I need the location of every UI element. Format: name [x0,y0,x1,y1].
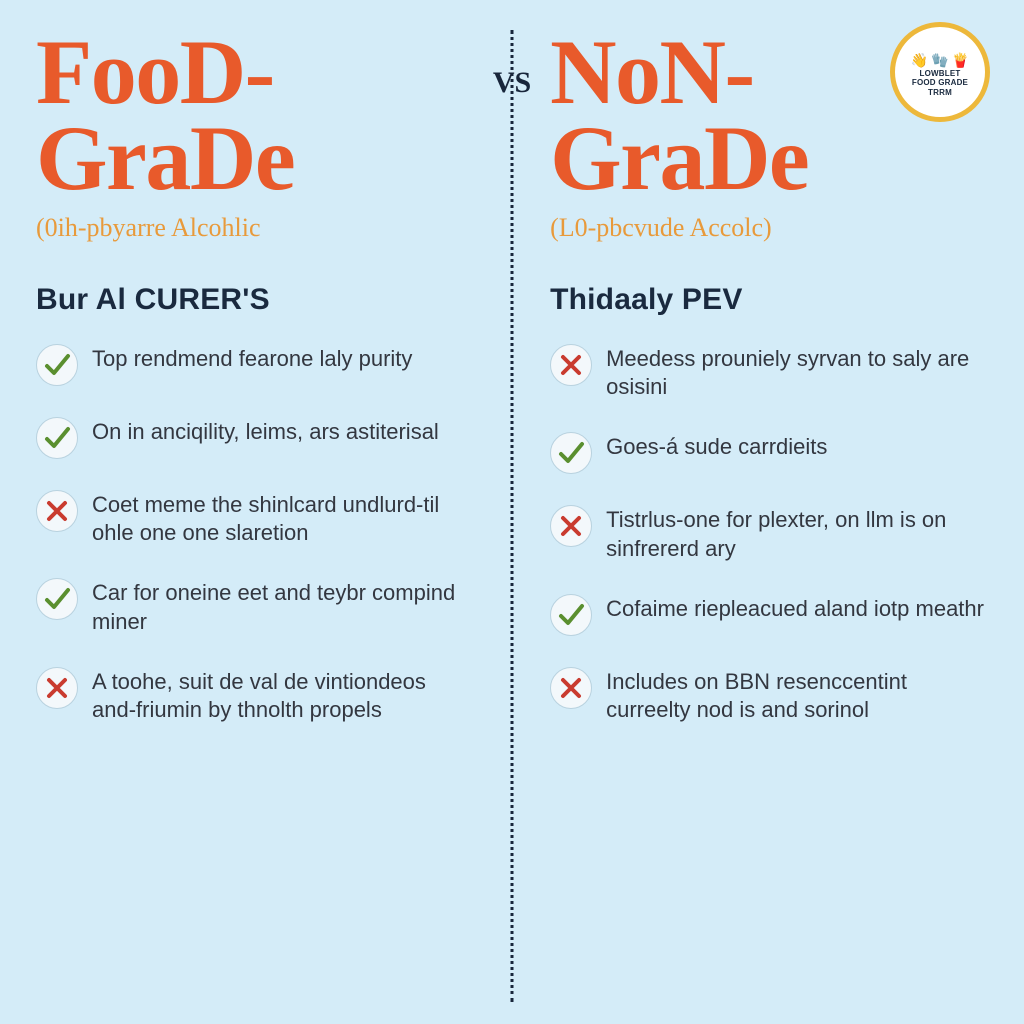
left-section-heading: Bur Al CURER'S [36,283,474,317]
left-column: Bur Al CURER'S Top rendmend fearone laly… [36,283,474,724]
badge-text-line1: LOWBLET [920,69,961,78]
cross-icon [550,505,592,547]
right-subtitle: (L0-pbcvude Accolc) [550,213,772,243]
left-item-text-2: Coet meme the shinlcard undlurd-til ohle… [92,489,474,547]
left-item-text-3: Car for oneine eet and teybr compind min… [92,577,474,635]
left-title-line2: GraDe [36,116,474,202]
right-item-text-0: Meedess prouniely syrvan to saly are osi… [606,343,988,401]
right-title-line2: GraDe [550,116,808,202]
check-icon [36,417,78,459]
badge-icon-3: 🍟 [952,53,969,67]
badge-icons-row: 👋 🧤 🍟 [911,53,969,67]
right-item-3: Cofaime riepleacued aland iotp meathr [550,593,988,636]
right-item-text-1: Goes-á sude carrdieits [606,431,827,461]
left-item-text-4: A toohe, suit de val de vintiondeos and-… [92,666,474,724]
vs-label: VS [493,66,531,100]
right-item-text-4: Includes on BBN resenccentint curreelty … [606,666,988,724]
check-icon [36,578,78,620]
check-icon [550,594,592,636]
check-icon [36,344,78,386]
left-item-4: A toohe, suit de val de vintiondeos and-… [36,666,474,724]
left-item-0: Top rendmend fearone laly purity [36,343,474,386]
cross-icon [550,344,592,386]
comparison-infographic: 👋 🧤 🍟 LOWBLET FOOD GRADE TRRM FooD- GraD… [0,0,1024,1024]
right-item-1: Goes-á sude carrdieits [550,431,988,474]
left-item-text-1: On in anciqility, leims, ars astiterisal [92,416,439,446]
cross-icon [36,490,78,532]
badge-text-line3: TRRM [928,88,952,97]
left-item-2: Coet meme the shinlcard undlurd-til ohle… [36,489,474,547]
right-item-0: Meedess prouniely syrvan to saly are osi… [550,343,988,401]
header-row: FooD- GraDe (0ih-pbyarre Alcohlic VS NoN… [36,30,988,243]
food-grade-badge: 👋 🧤 🍟 LOWBLET FOOD GRADE TRRM [890,22,990,122]
left-header: FooD- GraDe (0ih-pbyarre Alcohlic [36,30,474,243]
left-item-text-0: Top rendmend fearone laly purity [92,343,412,373]
left-item-1: On in anciqility, leims, ars astiterisal [36,416,474,459]
badge-text-line2: FOOD GRADE [912,78,968,87]
right-item-4: Includes on BBN resenccentint curreelty … [550,666,988,724]
left-subtitle: (0ih-pbyarre Alcohlic [36,213,474,243]
right-column: Thidaaly PEV Meedess prouniely syrvan to… [550,283,988,724]
cross-icon [550,667,592,709]
badge-icon-2: 🧤 [931,53,948,67]
badge-icon-1: 👋 [911,53,928,67]
right-item-text-3: Cofaime riepleacued aland iotp meathr [606,593,984,623]
right-section-heading: Thidaaly PEV [550,283,988,317]
right-items: Meedess prouniely syrvan to saly are osi… [550,343,988,724]
right-item-text-2: Tistrlus-one for plexter, on llm is on s… [606,504,988,562]
right-item-2: Tistrlus-one for plexter, on llm is on s… [550,504,988,562]
right-title-line1: NoN- [550,30,754,116]
left-item-3: Car for oneine eet and teybr compind min… [36,577,474,635]
left-items: Top rendmend fearone laly purity On in a… [36,343,474,724]
check-icon [550,432,592,474]
left-title-line1: FooD- [36,30,474,116]
cross-icon [36,667,78,709]
